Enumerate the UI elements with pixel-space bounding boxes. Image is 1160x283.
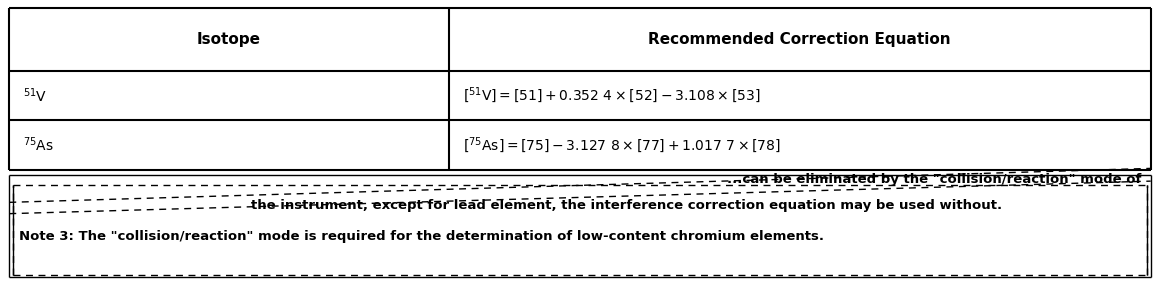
Text: $^{75}$As: $^{75}$As bbox=[23, 136, 55, 154]
Text: Note 3: The "collision/reaction" mode is required for the determination of low-c: Note 3: The "collision/reaction" mode is… bbox=[19, 230, 824, 243]
Text: $[^{51}\mathrm{V}]=[51]+0.352\ 4\times[52]-3.108\times[53]$: $[^{51}\mathrm{V}]=[51]+0.352\ 4\times[5… bbox=[463, 85, 760, 106]
Text: Isotope: Isotope bbox=[197, 32, 261, 47]
Text: the instrument, except for lead element, the interference correction equation ma: the instrument, except for lead element,… bbox=[251, 199, 1002, 212]
Text: ...can be eliminated by the "collision/reaction" mode of: ...can be eliminated by the "collision/r… bbox=[727, 173, 1141, 186]
Text: $[^{75}\mathrm{As}]=[75]-3.127\ 8\times[77]+1.017\ 7\times[78]$: $[^{75}\mathrm{As}]=[75]-3.127\ 8\times[… bbox=[463, 135, 781, 155]
Text: Recommended Correction Equation: Recommended Correction Equation bbox=[648, 32, 951, 47]
Text: $^{51}$V: $^{51}$V bbox=[23, 86, 48, 105]
